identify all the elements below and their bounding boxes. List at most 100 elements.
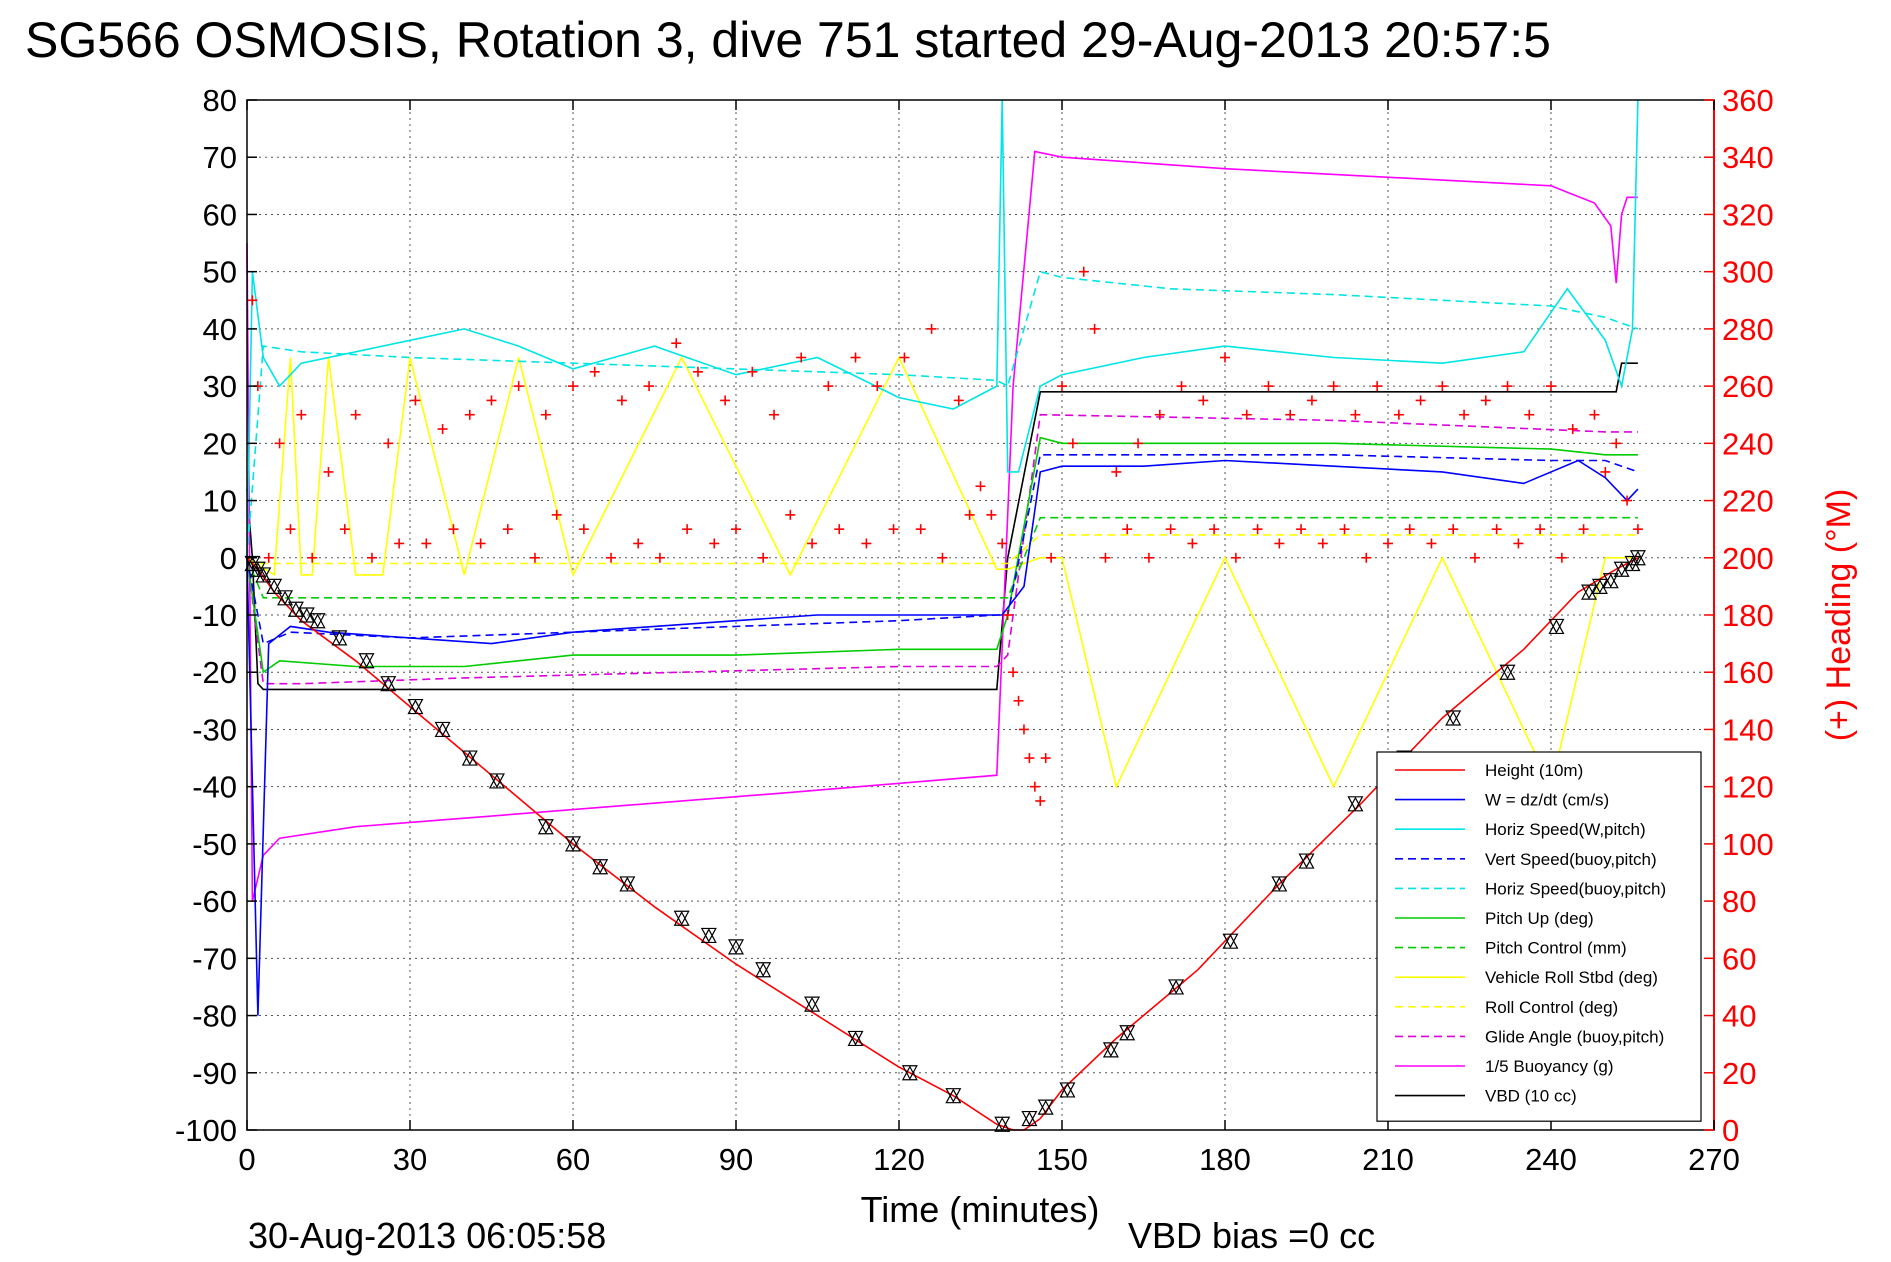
- heading-point: [606, 552, 617, 563]
- right-tick-label: 60: [1722, 941, 1756, 976]
- series-line: [246, 436, 1638, 674]
- heading-point: [1285, 409, 1296, 420]
- depth-marker: [847, 1030, 864, 1047]
- y-tick-label: 50: [203, 255, 237, 290]
- legend-entry: Height (10m): [1485, 761, 1583, 780]
- heading-point: [671, 338, 682, 349]
- right-tick-label: 140: [1722, 712, 1774, 747]
- heading-point: [1018, 724, 1029, 735]
- depth-marker: [309, 613, 326, 629]
- x-tick-label: 90: [719, 1142, 753, 1177]
- heading-point: [1122, 524, 1133, 535]
- depth-marker: [266, 578, 283, 594]
- heading-point: [1013, 695, 1024, 706]
- depth-markers: [244, 550, 1646, 1132]
- heading-point: [529, 552, 540, 563]
- heading-point: [274, 438, 285, 449]
- series-line: [246, 270, 1639, 558]
- depth-marker: [380, 676, 397, 692]
- heading-point: [964, 509, 975, 520]
- heading-point: [937, 552, 948, 563]
- heading-point: [975, 481, 986, 492]
- heading-point: [1057, 381, 1067, 392]
- heading-markers: [247, 266, 1643, 806]
- heading-point: [1029, 781, 1040, 792]
- heading-point: [997, 538, 1008, 549]
- heading-point: [899, 352, 910, 363]
- footer-vbd-bias: VBD bias =0 cc: [1128, 1215, 1375, 1256]
- y-tick-label: 60: [203, 197, 237, 232]
- heading-point: [1274, 538, 1285, 549]
- heading-point: [1578, 524, 1589, 535]
- x-tick-label: 120: [873, 1142, 925, 1177]
- heading-point: [247, 295, 258, 306]
- depth-marker: [804, 996, 821, 1012]
- heading-point: [1426, 538, 1437, 549]
- right-tick-label: 260: [1722, 369, 1774, 404]
- right-tick-label: 280: [1722, 312, 1774, 347]
- legend-entry: Vehicle Roll Stbd (deg): [1485, 968, 1658, 987]
- y-tick-label: -50: [192, 827, 237, 862]
- right-tick-label: 240: [1722, 426, 1774, 461]
- depth-marker: [755, 962, 772, 978]
- heading-point: [747, 366, 758, 377]
- right-axis-label: (+) Heading (°M): [1820, 489, 1858, 742]
- heading-point: [709, 538, 720, 549]
- right-tick-label: 120: [1722, 770, 1774, 805]
- series-line: [247, 534, 1638, 565]
- heading-point: [1306, 395, 1317, 406]
- heading-point: [1404, 524, 1415, 535]
- heading-point: [1296, 524, 1307, 535]
- heading-point: [654, 552, 665, 563]
- depth-marker: [1037, 1099, 1054, 1115]
- heading-point: [1165, 524, 1176, 535]
- legend-entry: Glide Angle (buoy,pitch): [1485, 1027, 1664, 1046]
- heading-point: [296, 409, 307, 420]
- heading-point: [1187, 538, 1198, 549]
- heading-point: [1415, 395, 1426, 406]
- x-axis-label: Time (minutes): [861, 1189, 1100, 1230]
- heading-point: [1632, 524, 1643, 535]
- depth-marker: [331, 630, 348, 646]
- heading-point: [720, 395, 731, 406]
- y-tick-label: -10: [192, 598, 237, 633]
- heading-point: [1143, 552, 1154, 563]
- heading-point: [437, 424, 448, 435]
- heading-point: [633, 538, 644, 549]
- heading-point: [1589, 409, 1600, 420]
- legend-entry: VBD (10 cc): [1485, 1087, 1577, 1106]
- series-line: [246, 413, 1638, 685]
- heading-point: [263, 552, 274, 563]
- series-line: [246, 362, 1638, 691]
- heading-point: [1361, 552, 1372, 563]
- heading-point: [589, 366, 600, 377]
- y-tick-label: 70: [203, 140, 237, 175]
- heading-point: [692, 366, 703, 377]
- y-tick-label: -40: [192, 770, 237, 805]
- heading-point: [1513, 538, 1524, 549]
- depth-marker: [945, 1088, 962, 1104]
- series-line: [246, 459, 1639, 1016]
- heading-point: [350, 409, 361, 420]
- heading-point: [551, 509, 562, 520]
- heading-point: [1089, 323, 1100, 334]
- depth-marker: [407, 698, 424, 715]
- depth-marker: [488, 773, 505, 789]
- heading-point: [785, 509, 796, 520]
- right-tick-label: 0: [1722, 1113, 1739, 1148]
- right-axis-ticks: 3603403203002802602402202001801601401201…: [1704, 83, 1774, 1148]
- heading-point: [1339, 524, 1350, 535]
- heading-point: [682, 524, 693, 535]
- x-tick-label: 270: [1688, 1142, 1740, 1177]
- depth-marker: [1581, 584, 1598, 600]
- legend-entry: Pitch Control (mm): [1485, 939, 1627, 958]
- y-tick-label: 0: [220, 541, 237, 576]
- x-tick-label: 150: [1036, 1142, 1088, 1177]
- heading-point: [1372, 381, 1383, 392]
- heading-point: [926, 323, 937, 334]
- depth-marker: [1613, 561, 1630, 577]
- heading-point: [1556, 552, 1567, 563]
- depth-marker: [358, 653, 375, 669]
- heading-point: [1078, 266, 1089, 277]
